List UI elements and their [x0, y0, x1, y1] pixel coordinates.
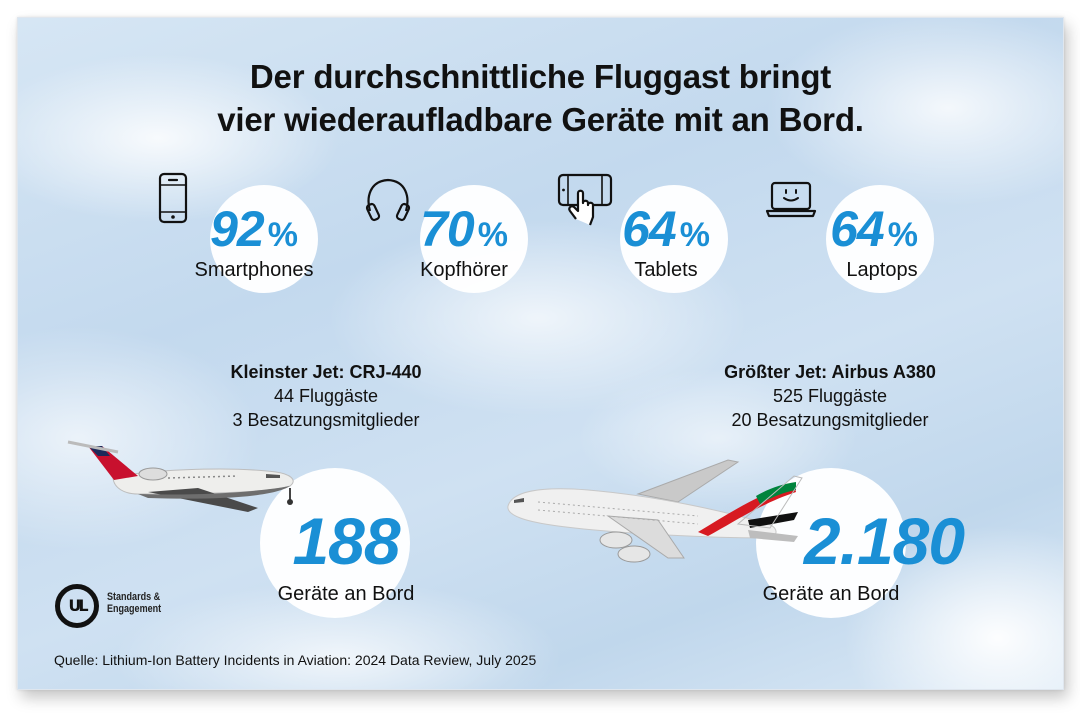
stat-label: Smartphones	[194, 259, 314, 281]
smallest-jet-passengers: 44 Fluggäste	[273, 386, 379, 406]
stat-label: Laptops	[846, 259, 918, 281]
stat-percentage: 64%	[830, 201, 918, 257]
stat-circle	[826, 185, 934, 293]
ul-logo-text: Standards & Engagement	[107, 591, 162, 615]
ul-logo-mark: UL	[55, 584, 99, 628]
source-citation: Quelle: Lithium-Ion Battery Incidents in…	[54, 652, 537, 668]
stat-smartphones: 92% Smartphones	[154, 171, 354, 311]
smallest-jet-crew: 3 Besatzungsmitglieder	[232, 410, 420, 430]
largest-jet-crew: 20 Besatzungsmitglieder	[731, 410, 929, 430]
stat-percentage: 64%	[622, 201, 710, 257]
largest-jet-name: Größter Jet: Airbus A380	[724, 362, 936, 382]
headline: Der durchschnittliche Fluggast bringt vi…	[18, 55, 1063, 141]
devices-caption: Geräte an Bord	[762, 583, 900, 605]
devices-circle	[260, 468, 410, 618]
smallest-jet-name: Kleinster Jet: CRJ-440	[230, 362, 422, 382]
ul-logo: UL Standards & Engagement	[55, 584, 195, 630]
devices-caption: Geräte an Bord	[277, 583, 415, 605]
devices-count: 188	[292, 504, 400, 578]
infographic-card: Der durchschnittliche Fluggast bringt vi…	[17, 17, 1064, 690]
stat-percentage: 70%	[420, 201, 508, 257]
largest-jet-passengers: 525 Fluggäste	[772, 386, 888, 406]
headline-line-2: vier wiederaufladbare Geräte mit an Bord…	[217, 101, 864, 138]
crj-440-plane-image	[67, 440, 294, 512]
tablet-touch-icon	[557, 173, 613, 226]
stat-circle	[620, 185, 728, 293]
stat-tablets: 64% Tablets	[556, 171, 756, 311]
largest-jet-info: Größter Jet: Airbus A380 525 Fluggäste 2…	[670, 360, 990, 432]
stat-label: Kopfhörer	[420, 259, 508, 281]
largest-jet-devices: 2.180 Geräte an Bord	[756, 468, 996, 628]
smallest-jet-devices: 188 Geräte an Bord	[246, 468, 446, 628]
headphones-icon	[365, 178, 411, 222]
stat-circle	[420, 185, 528, 293]
laptop-smiley-icon	[765, 181, 817, 218]
stat-headphones: 70% Kopfhörer	[364, 171, 564, 311]
devices-count: 2.180	[803, 504, 965, 578]
a380-plane-image	[507, 459, 803, 563]
smallest-jet-info: Kleinster Jet: CRJ-440 44 Fluggäste 3 Be…	[166, 360, 486, 432]
headline-line-1: Der durchschnittliche Fluggast bringt	[249, 58, 832, 95]
smartphone-icon	[158, 172, 188, 224]
stat-label: Tablets	[634, 259, 698, 281]
stat-percentage: 92%	[210, 201, 298, 257]
stat-circle	[210, 185, 318, 293]
stat-laptops: 64% Laptops	[764, 171, 964, 311]
